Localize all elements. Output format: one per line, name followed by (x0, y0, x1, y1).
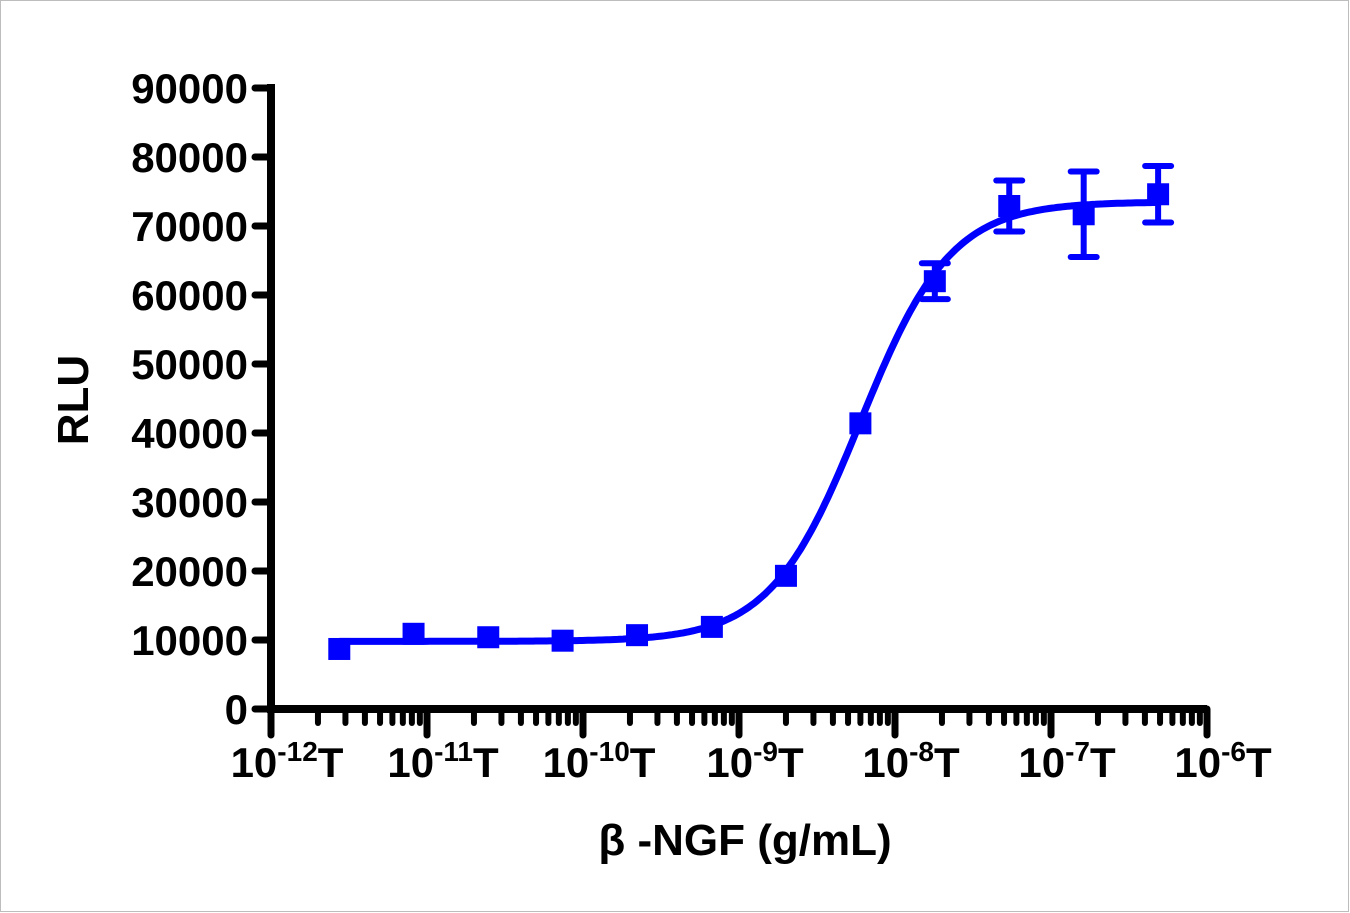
y-tick-label: 0 (225, 686, 248, 733)
y-tick-label: 40000 (131, 410, 248, 457)
data-point (477, 626, 500, 649)
x-tick-unit: T (630, 739, 656, 786)
y-tick-label: 60000 (131, 272, 248, 319)
y-tick-label: 90000 (131, 65, 248, 112)
x-tick-base: 10 (387, 739, 434, 786)
x-tick-exponent: -8 (909, 736, 934, 767)
x-tick-label: 10-7T (1018, 736, 1116, 786)
data-point (923, 270, 946, 293)
x-tick-base: 10 (706, 739, 753, 786)
data-point (700, 615, 723, 638)
data-point (328, 637, 351, 660)
y-tick-label: 70000 (131, 203, 248, 250)
x-tick-unit: T (473, 739, 499, 786)
y-tick-label: 50000 (131, 341, 248, 388)
axes: 0 10000 20000 30000 40000 50000 60000 70000 8000… (131, 65, 1272, 786)
x-tick-exponent: -11 (434, 736, 473, 767)
data-point (1147, 183, 1170, 206)
x-tick-exponent: -12 (277, 736, 317, 767)
data-point (998, 194, 1021, 217)
x-tick-exponent: -10 (589, 736, 629, 767)
data-marks (328, 162, 1175, 660)
x-axis-title: β -NGF (g/mL) (598, 816, 891, 865)
x-tick-exponent: -6 (1221, 736, 1246, 767)
x-tick-unit: T (934, 739, 960, 786)
data-point (849, 412, 872, 435)
data-point (1072, 203, 1095, 226)
x-tick-unit: T (778, 739, 804, 786)
x-tick-base: 10 (543, 739, 590, 786)
x-tick-base: 10 (1174, 739, 1221, 786)
x-tick-unit: T (1246, 739, 1272, 786)
data-point (626, 624, 649, 647)
x-tick-label: 10-11T (387, 736, 499, 786)
y-tick-label: 30000 (131, 479, 248, 526)
y-tick-label: 20000 (131, 548, 248, 595)
y-tick-label: 10000 (131, 617, 248, 664)
x-tick-exponent: -7 (1065, 736, 1090, 767)
x-tick-label: 10-8T (862, 736, 960, 786)
x-tick-unit: T (318, 739, 344, 786)
x-tick-base: 10 (231, 739, 278, 786)
data-point (402, 622, 425, 645)
y-tick-label: 80000 (131, 134, 248, 181)
x-tick-label: 10-12T (231, 736, 344, 786)
data-point (551, 629, 574, 652)
x-tick-exponent: -9 (753, 736, 778, 767)
x-tick-base: 10 (862, 739, 909, 786)
x-tick-label: 10-10T (543, 736, 656, 786)
data-point (774, 564, 797, 587)
x-tick-unit: T (1090, 739, 1116, 786)
fit-curve (339, 199, 1159, 645)
x-tick-base: 10 (1018, 739, 1065, 786)
y-axis-title: RLU (49, 355, 98, 445)
x-tick-label: 10-9T (706, 736, 804, 786)
x-tick-label: 10-6T (1174, 736, 1272, 786)
